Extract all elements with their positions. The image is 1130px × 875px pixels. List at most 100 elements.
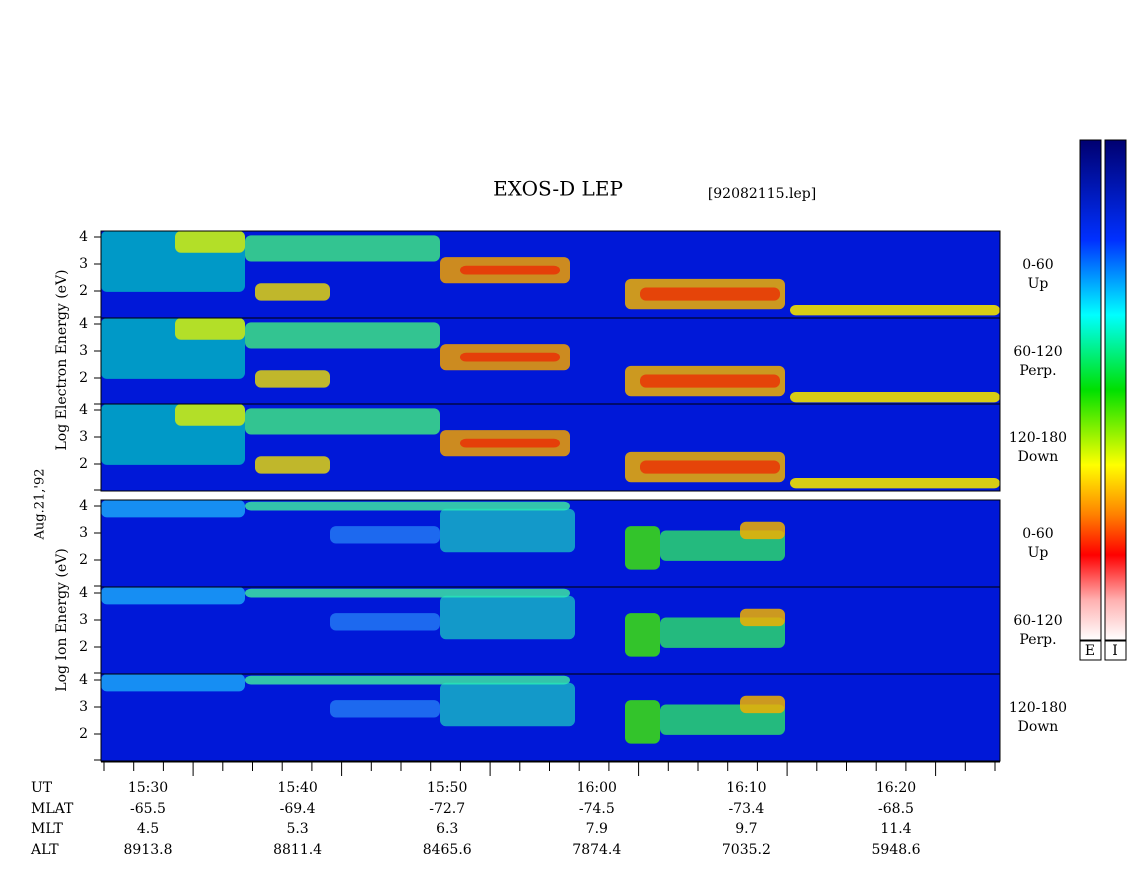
spectrogram-band <box>625 526 660 570</box>
spectrogram-band <box>101 587 245 605</box>
y-tick-label: 4 <box>79 498 88 514</box>
colorbar-e <box>1079 139 1102 641</box>
row-value: -74.5 <box>579 801 615 817</box>
row-header: ALT <box>30 842 59 858</box>
spectrogram-band <box>101 500 245 518</box>
row-value: -69.4 <box>280 801 316 817</box>
y-tick-label: 4 <box>79 316 88 332</box>
row-value: 16:10 <box>726 780 766 796</box>
title: EXOS-D LEP <box>493 177 623 201</box>
spectrogram-band <box>460 265 560 275</box>
y-tick-label: 3 <box>79 256 88 272</box>
y-tick-label: 2 <box>79 552 88 568</box>
spectrogram-band <box>790 477 1000 489</box>
spectrogram-band <box>330 526 440 544</box>
row-value: -68.5 <box>878 801 914 817</box>
spectrogram-band <box>245 408 440 435</box>
y-tick-label: 3 <box>79 343 88 359</box>
panel-frame <box>100 673 1001 762</box>
spectrogram-band <box>245 675 570 685</box>
panel-label: 120-180 <box>1009 700 1067 716</box>
colorbar-box <box>1079 640 1102 661</box>
row-value: 16:00 <box>577 780 617 796</box>
row-value: 15:30 <box>128 780 168 796</box>
panel-label: Perp. <box>1019 363 1056 379</box>
y-tick-label: 4 <box>79 402 88 418</box>
panel-frame <box>100 403 1001 492</box>
y-tick-label: 3 <box>79 612 88 628</box>
spectrogram-band <box>245 235 440 262</box>
spectrogram-band <box>255 456 330 474</box>
spectrogram-band <box>640 460 780 474</box>
y-tick-label: 4 <box>79 585 88 601</box>
spectrogram-band <box>255 370 330 388</box>
spectrogram-band <box>175 318 245 340</box>
y-tick-label: 2 <box>79 639 88 655</box>
spectrogram-band <box>625 700 660 744</box>
y-tick-label: 3 <box>79 525 88 541</box>
row-value: 15:40 <box>277 780 317 796</box>
y-tick-label: 4 <box>79 229 88 245</box>
spectrogram-band <box>175 231 245 253</box>
panel-label: Up <box>1028 276 1049 292</box>
file-name: [92082115.lep] <box>708 186 816 202</box>
y-tick-label: 2 <box>79 456 88 472</box>
row-value: 4.5 <box>137 821 159 837</box>
spectrogram-band <box>640 287 780 301</box>
spectrogram-band <box>460 438 560 448</box>
panel-label: Down <box>1018 719 1059 735</box>
row-value: 5.3 <box>286 821 308 837</box>
row-value: 15:50 <box>427 780 467 796</box>
row-value: -73.4 <box>728 801 764 817</box>
spectrogram-band <box>175 404 245 426</box>
panel-label: 60-120 <box>1013 344 1062 360</box>
row-value: 8913.8 <box>124 842 173 858</box>
colorbar-label: I <box>1112 643 1118 659</box>
ion-axis-label: Log Ion Energy (eV) <box>54 548 70 691</box>
spectrogram-band <box>790 304 1000 316</box>
row-header: MLAT <box>31 801 74 817</box>
y-tick-label: 3 <box>79 429 88 445</box>
spectrogram-band <box>101 674 245 692</box>
spectrogram-band <box>245 322 440 349</box>
spectrogram-band <box>625 613 660 657</box>
spectrogram-band <box>740 608 785 627</box>
spectrogram-band <box>245 588 570 598</box>
row-value: 7035.2 <box>722 842 771 858</box>
row-value: -65.5 <box>130 801 166 817</box>
spectrogram-band <box>740 521 785 540</box>
panel-label: Down <box>1018 449 1059 465</box>
panel-label: 0-60 <box>1022 257 1053 273</box>
row-value: 8465.6 <box>423 842 472 858</box>
date-label: Aug.21,'92 <box>33 468 48 540</box>
panel-label: Perp. <box>1019 632 1056 648</box>
y-tick-label: 2 <box>79 370 88 386</box>
spectrogram-band <box>460 352 560 362</box>
row-value: 11.4 <box>880 821 911 837</box>
y-tick-label: 4 <box>79 672 88 688</box>
colorbar-label: E <box>1085 643 1095 659</box>
row-value: 6.3 <box>436 821 458 837</box>
row-value: 9.7 <box>735 821 757 837</box>
row-value: 7874.4 <box>572 842 621 858</box>
y-tick-label: 2 <box>79 283 88 299</box>
row-value: 8811.4 <box>273 842 322 858</box>
spectrogram-band <box>440 508 575 553</box>
electron-axis-label: Log Electron Energy (eV) <box>54 269 70 450</box>
row-header: MLT <box>31 821 63 837</box>
row-value: -72.7 <box>429 801 465 817</box>
panel-label: 0-60 <box>1022 526 1053 542</box>
colorbar-box <box>1104 640 1127 661</box>
spectrogram-band <box>740 695 785 714</box>
spectrogram-band <box>440 595 575 640</box>
panel-label: Up <box>1028 545 1049 561</box>
spectrogram-band <box>440 682 575 727</box>
spectrogram-band <box>330 613 440 631</box>
spectrogram-band <box>640 374 780 388</box>
row-header: UT <box>31 780 53 796</box>
colorbar-i <box>1104 139 1127 641</box>
row-value: 16:20 <box>876 780 916 796</box>
y-tick-label: 2 <box>79 726 88 742</box>
spectrogram-band <box>790 391 1000 403</box>
